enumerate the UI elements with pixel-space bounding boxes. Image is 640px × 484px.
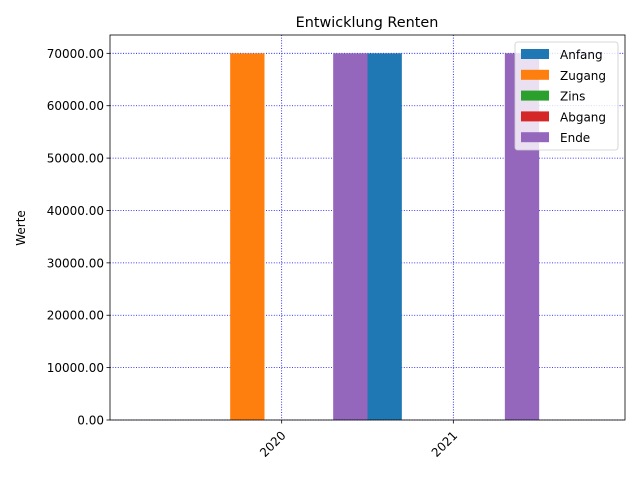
- legend-swatch-anfang: [521, 49, 549, 59]
- chart-title: Entwicklung Renten: [296, 15, 439, 31]
- legend-label-anfang: Anfang: [560, 48, 603, 62]
- legend-swatch-zins: [521, 90, 549, 101]
- y-axis-label: Werte: [14, 210, 28, 246]
- bar-zugang-2020: [230, 53, 265, 420]
- bars: [230, 53, 540, 420]
- y-tick-label: 60000.00: [47, 99, 104, 113]
- x-tick-label: 2020: [257, 428, 288, 459]
- legend-swatch-abgang: [521, 111, 549, 122]
- legend-swatch-ende: [521, 132, 549, 143]
- legend-label-abgang: Abgang: [560, 110, 606, 124]
- legend-label-zugang: Zugang: [560, 69, 606, 83]
- y-tick-label: 10000.00: [47, 361, 104, 375]
- legend-box: [514, 41, 619, 151]
- y-tick-label: 40000.00: [47, 204, 104, 218]
- bar-anfang-2021: [367, 53, 402, 420]
- plot-frame: [109, 34, 626, 421]
- legend-label-ende: Ende: [560, 131, 590, 145]
- y-tick-label: 20000.00: [47, 309, 104, 323]
- legend-swatch-zugang: [521, 69, 549, 80]
- y-tick-label: 70000.00: [47, 47, 104, 61]
- x-tick-label: 2021: [429, 428, 460, 459]
- legend: Anfang Zugang Zins Abgang Ende: [514, 41, 619, 151]
- y-tick-label: 30000.00: [47, 256, 104, 270]
- legend-label-zins: Zins: [560, 90, 585, 104]
- bar-ende-2020: [333, 53, 368, 420]
- y-tick-label: 50000.00: [47, 152, 104, 166]
- y-tick-label: 0.00: [77, 414, 104, 428]
